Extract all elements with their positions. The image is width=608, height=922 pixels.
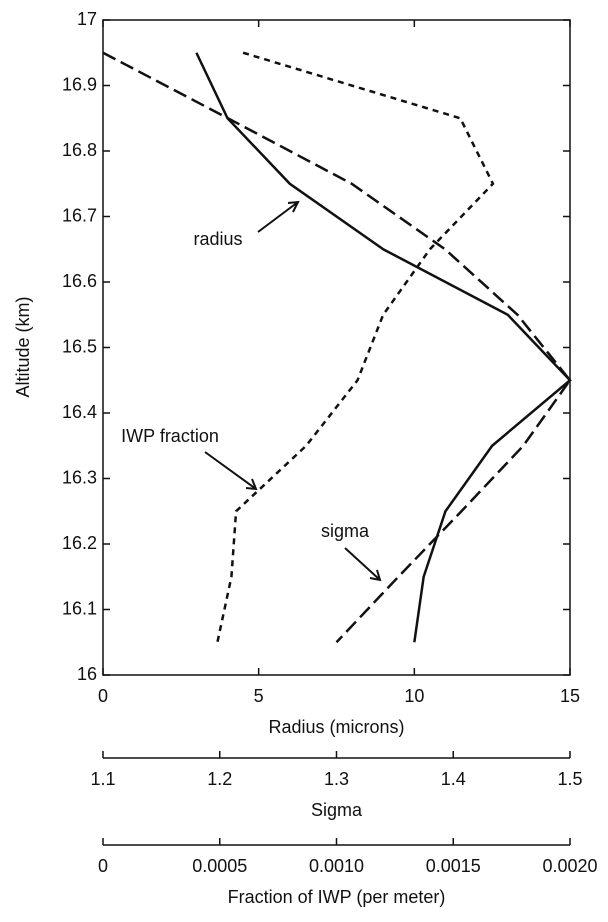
x-tick-label: 5	[254, 686, 264, 706]
y-tick-label: 16.2	[62, 533, 97, 553]
y-tick-label: 16.3	[62, 467, 97, 487]
y-tick-label: 16.1	[62, 598, 97, 618]
x-tick-label: 1.2	[207, 769, 232, 789]
y-tick-label: 16.8	[62, 140, 97, 160]
arrow	[344, 547, 382, 582]
y-tick-label: 16.7	[62, 205, 97, 225]
plot-frame	[102, 19, 571, 676]
annotation: IWP fraction	[121, 426, 219, 446]
line	[102, 51, 572, 644]
y-tick-label: 16.4	[62, 402, 97, 422]
y-axis-label: Altitude (km)	[13, 296, 33, 397]
x-tick-label: 10	[404, 686, 424, 706]
x-tick-label: 1.3	[324, 769, 349, 789]
x-tick-label: 0.0005	[192, 856, 247, 876]
x-tick-label: 15	[560, 686, 580, 706]
x-tick-label: 0	[98, 856, 108, 876]
x-tick-label: 1.4	[441, 769, 466, 789]
x-tick-label: 0.0020	[542, 856, 597, 876]
x-tick-label: 0	[98, 686, 108, 706]
y-tick-label: 16.5	[62, 336, 97, 356]
x-axis-label: Sigma	[311, 800, 363, 820]
line	[195, 52, 572, 643]
arrow	[257, 200, 300, 233]
line	[216, 51, 495, 643]
arrow	[204, 451, 258, 491]
y-tick-label: 16.9	[62, 74, 97, 94]
y-tick-label: 16	[77, 664, 97, 684]
y-tick-label: 17	[77, 9, 97, 29]
annotation: sigma	[321, 521, 370, 541]
x-tick-label: 1.5	[557, 769, 582, 789]
x-tick-label: 0.0015	[426, 856, 481, 876]
y-tick-label: 16.6	[62, 271, 97, 291]
annotation: radius	[193, 229, 242, 249]
x-tick-label: 1.1	[90, 769, 115, 789]
x-axis-label: Radius (microns)	[268, 717, 404, 737]
x-tick-label: 0.0010	[309, 856, 364, 876]
x-axis-label: Fraction of IWP (per meter)	[228, 887, 446, 907]
